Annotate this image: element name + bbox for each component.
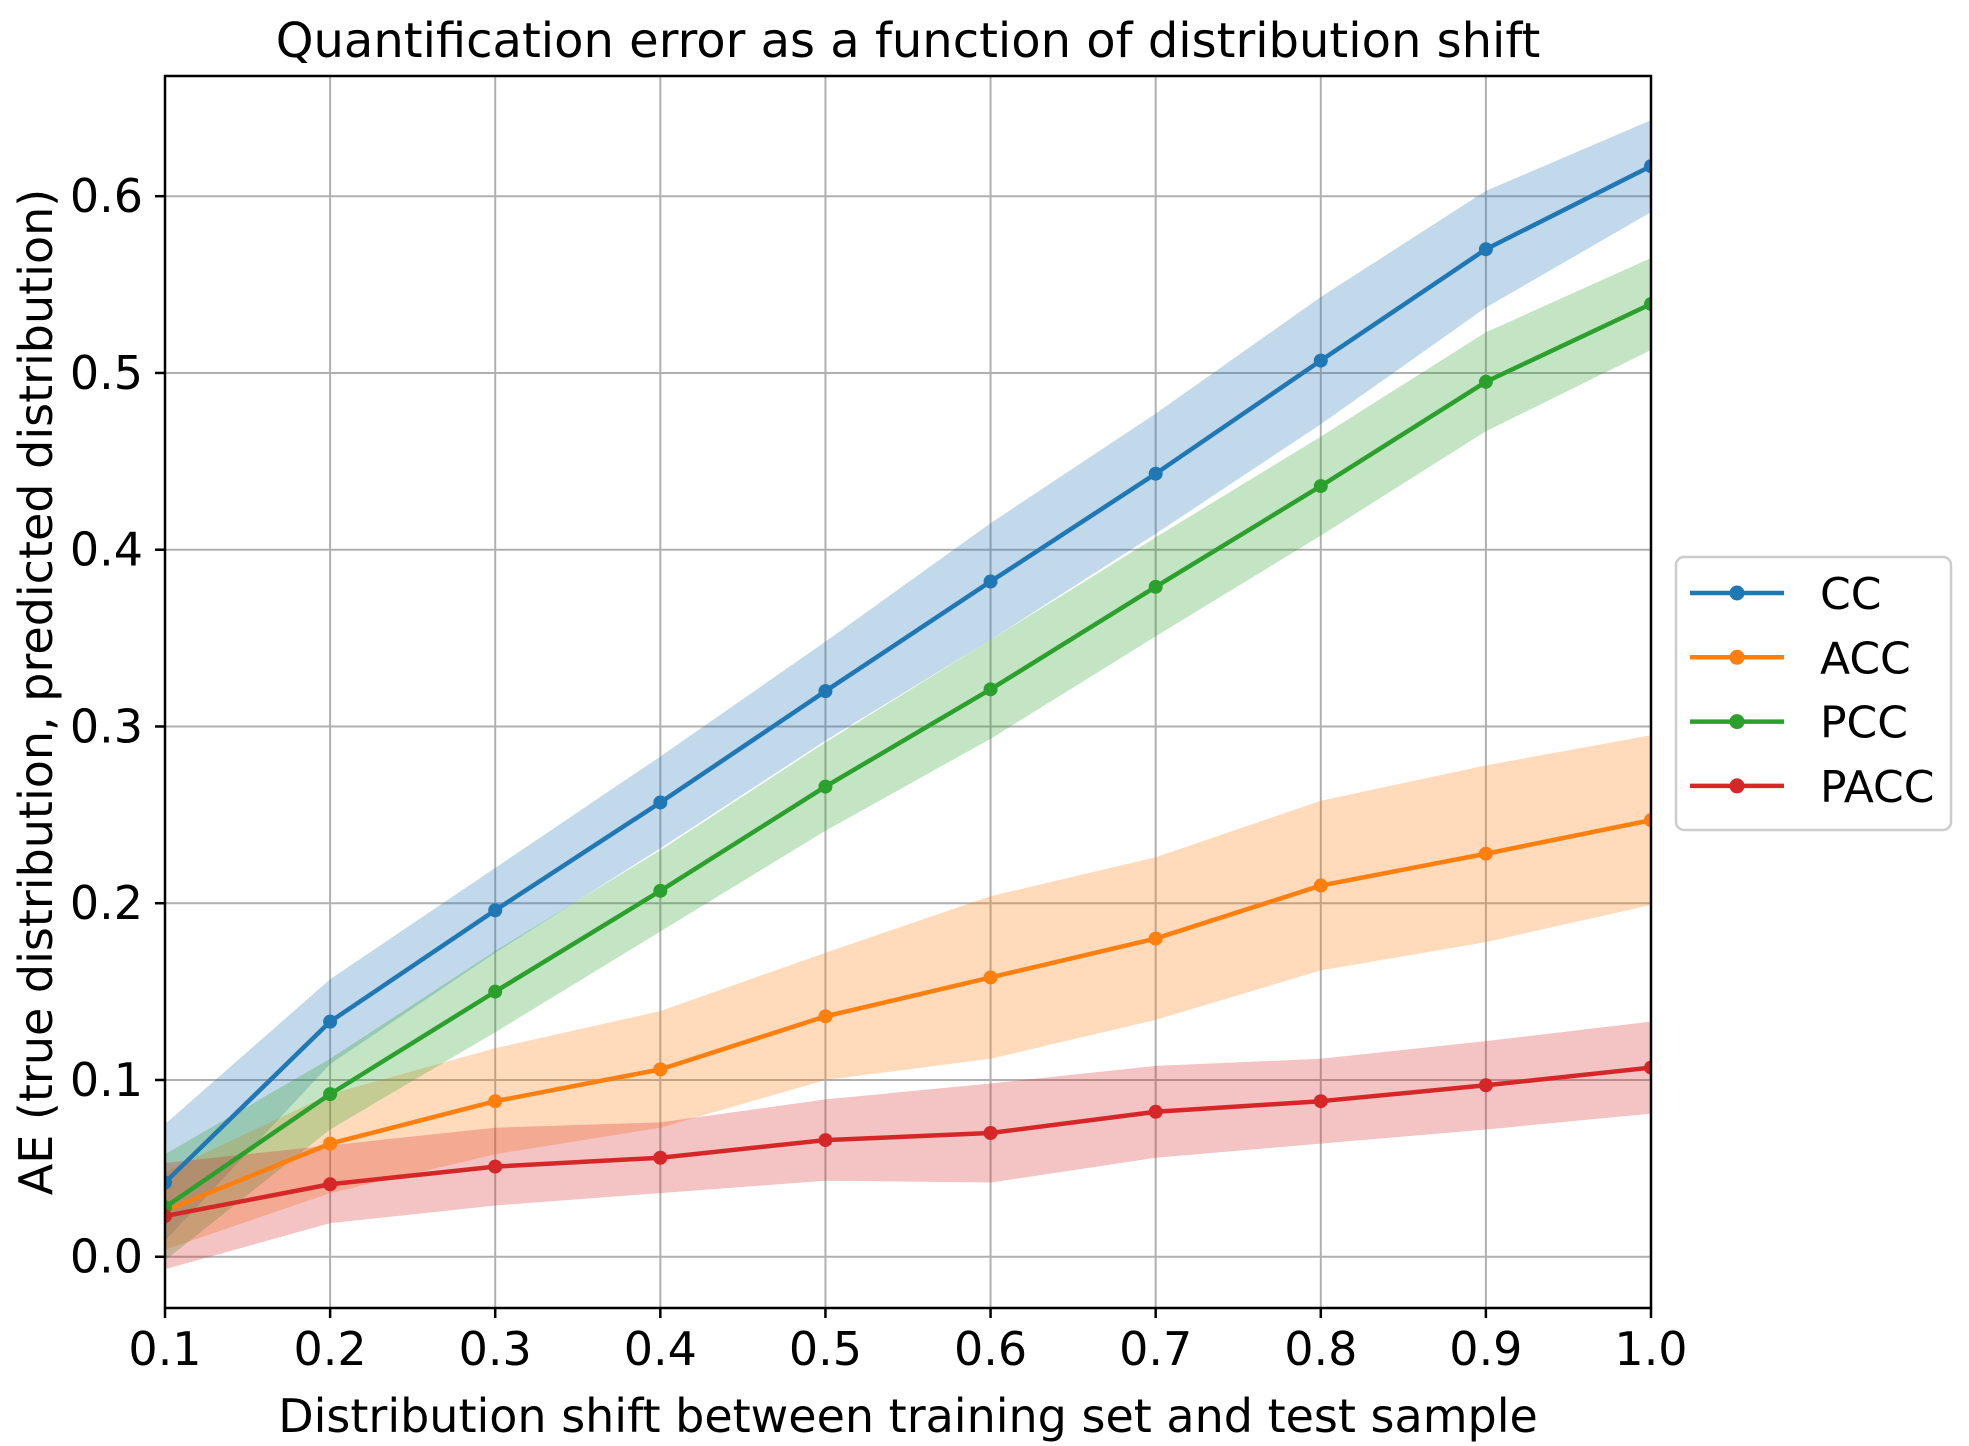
data-point-PACC-0.1 <box>165 1209 172 1224</box>
x-tick-label-1.0: 1.0 <box>1614 1322 1687 1376</box>
data-point-PACC-0.9 <box>1478 1078 1493 1093</box>
y-tick-label-0.5: 0.5 <box>70 346 143 400</box>
series-band-CC <box>165 120 1651 1241</box>
legend-marker-PCC <box>1729 714 1745 730</box>
data-point-CC-0.8 <box>1313 353 1328 368</box>
legend: CC ACC PCC PACC <box>1674 555 1953 832</box>
legend-label-ACC: ACC <box>1820 633 1911 684</box>
data-point-PACC-0.7 <box>1148 1104 1163 1119</box>
data-point-PACC-0.5 <box>818 1133 833 1148</box>
data-point-ACC-0.3 <box>488 1094 503 1109</box>
data-point-ACC-0.9 <box>1478 846 1493 861</box>
data-point-PCC-0.7 <box>1148 579 1163 594</box>
data-point-CC-0.4 <box>653 795 668 810</box>
series-band-PACC <box>165 1021 1651 1270</box>
data-point-PACC-1 <box>1644 1060 1651 1075</box>
plot-border <box>163 74 1653 1310</box>
data-point-PCC-0.5 <box>818 779 833 794</box>
data-point-PACC-0.6 <box>983 1126 998 1141</box>
legend-box <box>1674 555 1953 832</box>
x-tick-label-0.2: 0.2 <box>294 1322 367 1376</box>
data-point-PCC-0.6 <box>983 682 998 697</box>
data-point-PACC-0.2 <box>323 1177 338 1192</box>
y-tick-label-0.4: 0.4 <box>70 523 143 577</box>
legend-marker-CC <box>1729 585 1745 601</box>
data-point-ACC-0.5 <box>818 1009 833 1024</box>
x-tick-label-0.7: 0.7 <box>1119 1322 1192 1376</box>
y-tick-label-0.1: 0.1 <box>70 1053 143 1107</box>
legend-label-PACC: PACC <box>1820 762 1935 813</box>
series-line-ACC <box>165 817 1651 1213</box>
data-point-ACC-0.2 <box>323 1136 338 1151</box>
data-point-ACC-0.7 <box>1148 931 1163 946</box>
data-point-CC-0.6 <box>983 574 998 589</box>
legend-item-CC: CC <box>1690 569 1881 620</box>
legend-marker-ACC <box>1729 649 1745 665</box>
y-axis-label: AE (true distribution, predicted distrib… <box>9 189 63 1195</box>
x-tick-label-0.1: 0.1 <box>128 1322 201 1376</box>
data-point-PCC-1 <box>1644 297 1651 312</box>
series-band-ACC <box>165 735 1651 1250</box>
data-point-PACC-0.4 <box>653 1150 668 1165</box>
data-point-ACC-0.6 <box>983 970 998 985</box>
data-point-PCC-0.2 <box>323 1087 338 1102</box>
data-point-CC-1 <box>1644 159 1651 174</box>
x-tick-label-0.5: 0.5 <box>789 1322 862 1376</box>
x-tick-label-0.9: 0.9 <box>1449 1322 1522 1376</box>
y-tick-label-0.2: 0.2 <box>70 876 143 930</box>
data-point-CC-0.5 <box>818 684 833 699</box>
series-line-CC <box>165 164 1651 1185</box>
data-point-ACC-0.8 <box>1313 878 1328 893</box>
data-point-PCC-0.3 <box>488 984 503 999</box>
series-line-PACC <box>165 1065 1651 1219</box>
legend-label-PCC: PCC <box>1820 698 1908 749</box>
legend-label-CC: CC <box>1820 569 1881 620</box>
data-point-PACC-0.8 <box>1313 1094 1328 1109</box>
data-point-ACC-1 <box>1644 813 1651 828</box>
data-point-ACC-0.4 <box>653 1062 668 1077</box>
axis-ticks: 0.1 0.2 0.3 0.4 0.5 0.6 0.7 0.8 0.9 1.0 0.0 0.1 0.2 0… <box>70 169 1688 1376</box>
data-point-PCC-0.9 <box>1478 374 1493 389</box>
y-tick-label-0.0: 0.0 <box>70 1230 143 1284</box>
legend-marker-PACC <box>1729 778 1745 794</box>
series-line-PCC <box>165 301 1651 1210</box>
x-tick-label-0.6: 0.6 <box>954 1322 1027 1376</box>
x-axis-label: Distribution shift between training set … <box>278 1389 1538 1443</box>
legend-item-PCC: PCC <box>1690 698 1908 749</box>
legend-item-PACC: PACC <box>1690 762 1935 813</box>
y-tick-label-0.3: 0.3 <box>70 699 143 753</box>
x-tick-label-0.8: 0.8 <box>1284 1322 1357 1376</box>
series-band-PCC <box>165 258 1651 1261</box>
data-point-CC-0.7 <box>1148 466 1163 481</box>
data-point-PCC-0.8 <box>1313 479 1328 494</box>
data-point-CC-0.3 <box>488 903 503 918</box>
x-tick-label-0.4: 0.4 <box>624 1322 697 1376</box>
y-tick-label-0.6: 0.6 <box>70 169 143 223</box>
data-point-CC-0.9 <box>1478 242 1493 257</box>
confidence-bands <box>165 120 1651 1270</box>
data-point-CC-0.2 <box>323 1014 338 1029</box>
data-point-PCC-0.4 <box>653 883 668 898</box>
legend-item-ACC: ACC <box>1690 633 1911 684</box>
data-point-CC-0.1 <box>165 1175 172 1190</box>
x-tick-label-0.3: 0.3 <box>459 1322 532 1376</box>
series-lines <box>165 159 1651 1224</box>
chart-title: Quantification error as a function of di… <box>276 13 1541 69</box>
data-point-PACC-0.3 <box>488 1159 503 1174</box>
